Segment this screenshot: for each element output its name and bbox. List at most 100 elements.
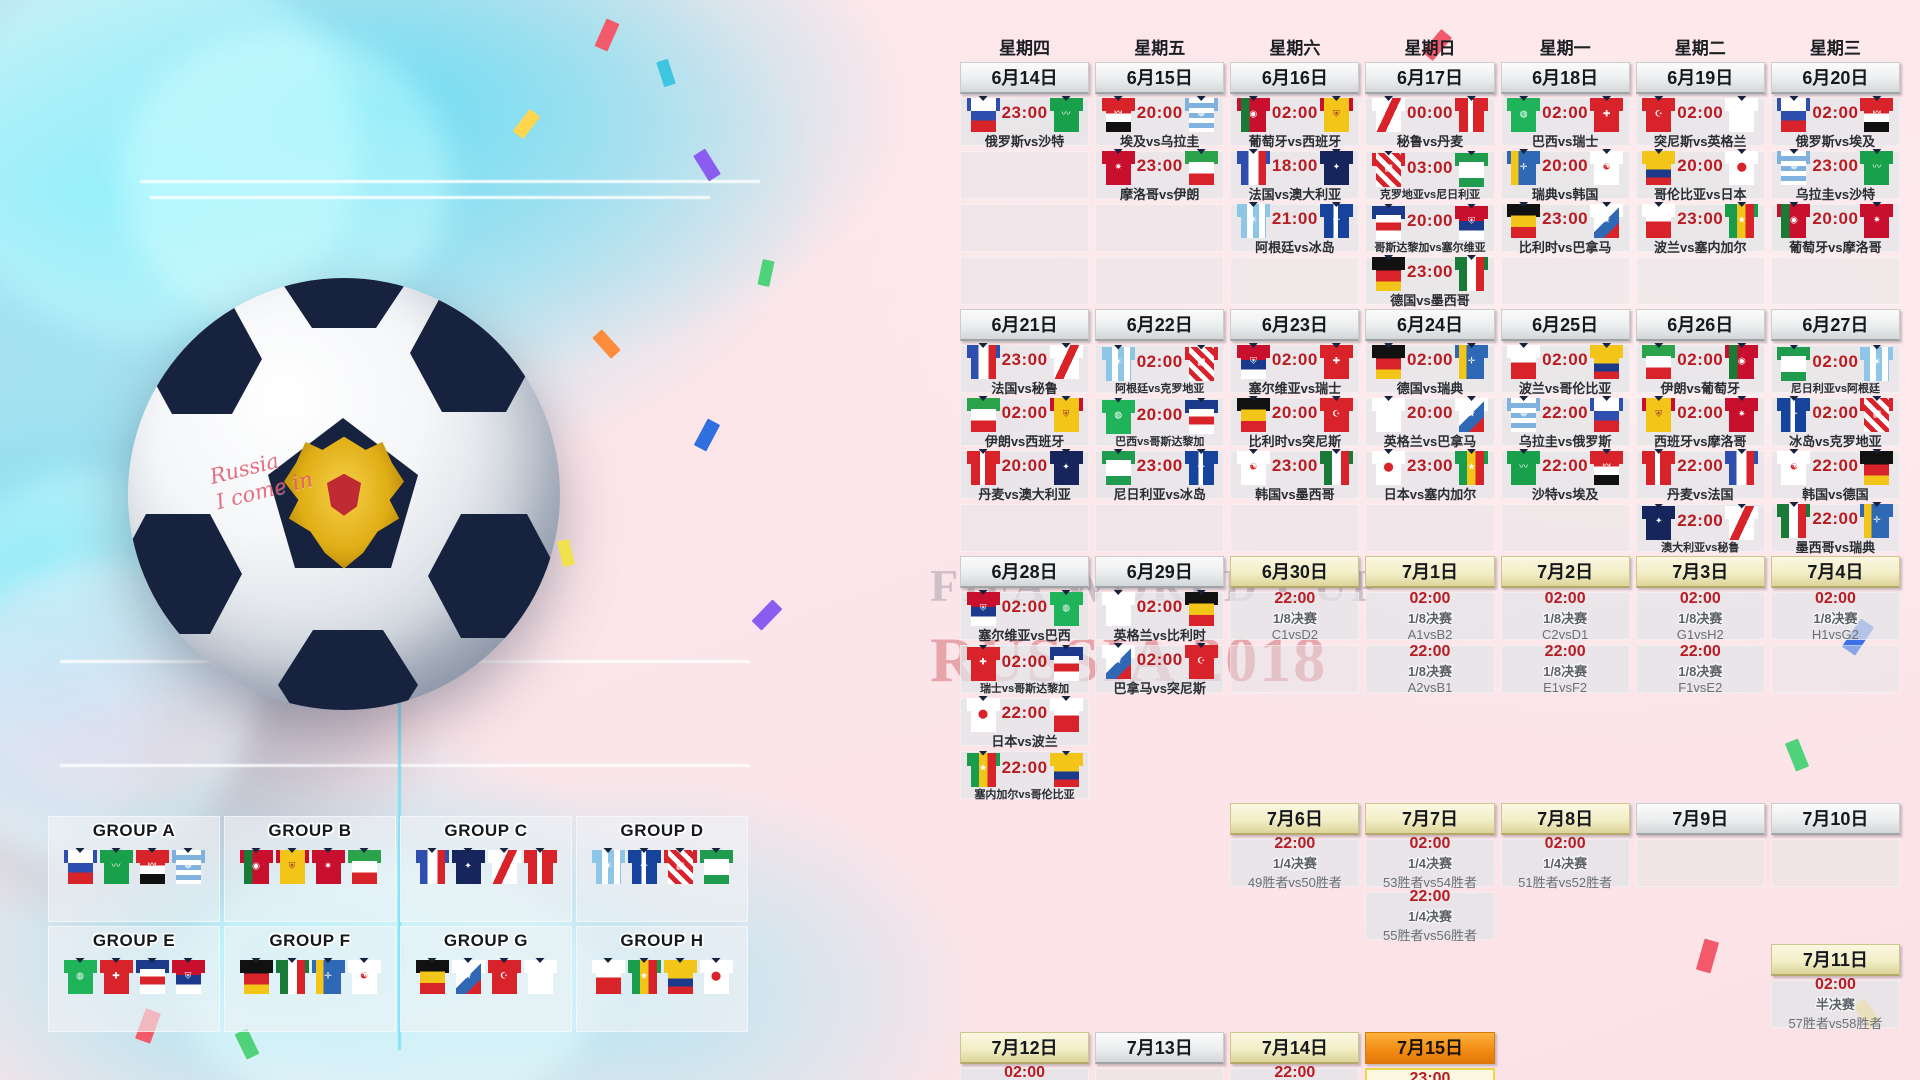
date-plate-7月13日[interactable]: 7月13日 bbox=[1095, 1032, 1225, 1064]
match-cell[interactable]: 02:00 ✛ 德国vs瑞典 bbox=[1365, 343, 1495, 396]
match-cell[interactable]: 23:00 ★ 波兰vs塞内加尔 bbox=[1635, 202, 1765, 255]
match-cell[interactable]: 02:00 波兰vs哥伦比亚 bbox=[1500, 343, 1630, 396]
match-cell[interactable]: ✛ 20:00 ☯ 瑞典vs韩国 bbox=[1500, 149, 1630, 202]
match-cell[interactable]: ❁ 22:00 乌拉圭vs俄罗斯 bbox=[1500, 396, 1630, 449]
knockout-match-cell[interactable]: 22:00 1/4决赛 55胜者vs56胜者 bbox=[1365, 888, 1495, 943]
date-plate-6月21日[interactable]: 6月21日 bbox=[960, 309, 1090, 341]
knockout-match-cell[interactable]: 22:00 1/8决赛 E1vsF2 bbox=[1500, 643, 1630, 695]
match-cell[interactable]: 23:00 ★ 比利时vs巴拿马 bbox=[1500, 202, 1630, 255]
date-plate-6月27日[interactable]: 6月27日 bbox=[1770, 309, 1900, 341]
match-cell[interactable]: 23:00 ✛ 尼日利亚vs冰岛 bbox=[1095, 449, 1225, 502]
match-cell[interactable]: ✷ 23:00 ۞ 摩洛哥vs伊朗 bbox=[1095, 149, 1225, 202]
match-cell[interactable]: ✚ 20:00 ★ 英格兰vs巴拿马 bbox=[1365, 396, 1495, 449]
match-cell[interactable]: 23:00 法国vs秘鲁 bbox=[960, 343, 1090, 396]
match-cell[interactable]: ۞ 02:00 ⛨ 伊朗vs西班牙 bbox=[960, 396, 1090, 449]
date-plate-6月22日[interactable]: 6月22日 bbox=[1095, 309, 1225, 341]
match-cell[interactable]: 00:00 秘鲁vs丹麦 bbox=[1365, 96, 1495, 149]
date-plate-7月12日[interactable]: 7月12日 bbox=[960, 1032, 1090, 1064]
date-plate-6月18日[interactable]: 6月18日 bbox=[1500, 62, 1630, 94]
date-plate-7月8日[interactable]: 7月8日 bbox=[1500, 803, 1630, 835]
date-plate-6月14日[interactable]: 6月14日 bbox=[960, 62, 1090, 94]
match-cell[interactable]: ☪ 02:00 ✚ 突尼斯vs英格兰 bbox=[1635, 96, 1765, 149]
date-plate-6月16日[interactable]: 6月16日 bbox=[1230, 62, 1360, 94]
group-card-group-g[interactable]: GROUP G ★ ☪ ✚ bbox=[400, 926, 572, 1032]
group-card-group-a[interactable]: GROUP A 〰 🜲 ❁ bbox=[48, 816, 220, 922]
match-cell[interactable]: 02:00 🜲 俄罗斯vs埃及 bbox=[1770, 96, 1900, 149]
match-cell[interactable]: ☀ 21:00 ✛ 阿根廷vs冰岛 bbox=[1230, 202, 1360, 255]
date-plate-6月29日[interactable]: 6月29日 bbox=[1095, 556, 1225, 588]
match-cell[interactable]: ❁ 23:00 〰 乌拉圭vs沙特 bbox=[1770, 149, 1900, 202]
match-cell[interactable]: ◉ 02:00 ⛨ 葡萄牙vs西班牙 bbox=[1230, 96, 1360, 149]
date-plate-6月23日[interactable]: 6月23日 bbox=[1230, 309, 1360, 341]
knockout-match-cell[interactable]: 02:00 1/4决赛 53胜者vs54胜者 bbox=[1365, 835, 1495, 890]
match-cell[interactable]: ☯ 22:00 韩国vs德国 bbox=[1770, 449, 1900, 502]
match-cell[interactable]: ◍ 02:00 ✚ 巴西vs瑞士 bbox=[1500, 96, 1630, 149]
match-cell[interactable]: ✚ 02:00 英格兰vs比利时 bbox=[1095, 590, 1225, 643]
match-cell[interactable]: 🜲 20:00 ❁ 埃及vs乌拉圭 bbox=[1095, 96, 1225, 149]
match-cell[interactable]: ☀ 02:00 ▩ 阿根廷vs克罗地亚 bbox=[1095, 344, 1225, 395]
match-cell[interactable]: 20:00 ☪ 比利时vs突尼斯 bbox=[1230, 396, 1360, 449]
date-plate-6月26日[interactable]: 6月26日 bbox=[1635, 309, 1765, 341]
match-cell[interactable]: ❖ 22:00 ✛ 墨西哥vs瑞典 bbox=[1770, 502, 1900, 555]
group-card-group-b[interactable]: GROUP B ◉ ⛨ ✷ ۞ bbox=[224, 816, 396, 922]
knockout-match-cell[interactable]: 02:00 半决赛 57胜者vs58胜者 bbox=[1770, 976, 1900, 1031]
match-cell[interactable]: ⬤ 22:00 日本vs波兰 bbox=[960, 696, 1090, 749]
group-card-group-c[interactable]: GROUP C ✦ bbox=[400, 816, 572, 922]
match-cell[interactable]: 〰 22:00 🜲 沙特vs埃及 bbox=[1500, 449, 1630, 502]
date-plate-6月24日[interactable]: 6月24日 bbox=[1365, 309, 1495, 341]
knockout-match-cell[interactable]: 02:00 半决赛 59胜者vs60胜者 bbox=[960, 1064, 1090, 1080]
final-match-cell[interactable]: 23:00 决 赛 bbox=[1365, 1068, 1495, 1080]
date-plate-6月28日[interactable]: 6月28日 bbox=[960, 556, 1090, 588]
knockout-match-cell[interactable]: 02:00 1/8决赛 C2vsD1 bbox=[1500, 590, 1630, 642]
date-plate-7月15日[interactable]: 7月15日 bbox=[1365, 1032, 1495, 1064]
match-cell[interactable]: ◍ 20:00 巴西vs哥斯达黎加 bbox=[1095, 397, 1225, 448]
date-plate-7月2日[interactable]: 7月2日 bbox=[1500, 556, 1630, 588]
knockout-match-cell[interactable]: 22:00 1/8决赛 C1vsD2 bbox=[1230, 590, 1360, 642]
match-cell[interactable]: ◉ 20:00 ✷ 葡萄牙vs摩洛哥 bbox=[1770, 202, 1900, 255]
match-cell[interactable]: ✛ 02:00 ▩ 冰岛vs克罗地亚 bbox=[1770, 396, 1900, 449]
match-cell[interactable]: 22:00 丹麦vs法国 bbox=[1635, 449, 1765, 502]
match-cell[interactable]: ✚ 02:00 瑞士vs哥斯达黎加 bbox=[960, 644, 1090, 695]
match-cell[interactable]: 18:00 ✦ 法国vs澳大利亚 bbox=[1230, 149, 1360, 202]
match-cell[interactable]: 20:00 ✦ 丹麦vs澳大利亚 bbox=[960, 449, 1090, 502]
match-cell[interactable]: ★ 22:00 塞内加尔vs哥伦比亚 bbox=[960, 750, 1090, 801]
date-plate-7月11日[interactable]: 7月11日 bbox=[1770, 944, 1900, 976]
date-plate-7月4日[interactable]: 7月4日 bbox=[1770, 556, 1900, 588]
match-cell[interactable]: 23:00 〰 俄罗斯vs沙特 bbox=[960, 96, 1090, 149]
knockout-match-cell[interactable]: 02:00 1/4决赛 51胜者vs52胜者 bbox=[1500, 835, 1630, 890]
match-cell[interactable]: ☯ 23:00 ❖ 韩国vs墨西哥 bbox=[1230, 449, 1360, 502]
date-plate-7月3日[interactable]: 7月3日 bbox=[1635, 556, 1765, 588]
knockout-match-cell[interactable]: 22:00 三四名决赛 61负者vs62负者 bbox=[1230, 1064, 1360, 1080]
date-plate-6月20日[interactable]: 6月20日 bbox=[1770, 62, 1900, 94]
match-cell[interactable]: ⛨ 02:00 ✚ 塞尔维亚vs瑞士 bbox=[1230, 343, 1360, 396]
date-plate-6月30日[interactable]: 6月30日 bbox=[1230, 556, 1360, 588]
group-card-group-d[interactable]: GROUP D ☀ ✛ ▩ bbox=[576, 816, 748, 922]
date-plate-7月9日[interactable]: 7月9日 bbox=[1635, 803, 1765, 835]
date-plate-7月1日[interactable]: 7月1日 bbox=[1365, 556, 1495, 588]
knockout-match-cell[interactable]: 22:00 1/8决赛 A2vsB1 bbox=[1365, 643, 1495, 695]
knockout-match-cell[interactable]: 22:00 1/4决赛 49胜者vs50胜者 bbox=[1230, 835, 1360, 890]
date-plate-7月10日[interactable]: 7月10日 bbox=[1770, 803, 1900, 835]
date-plate-6月25日[interactable]: 6月25日 bbox=[1500, 309, 1630, 341]
match-cell[interactable]: ⛨ 02:00 ✷ 西班牙vs摩洛哥 bbox=[1635, 396, 1765, 449]
group-card-group-e[interactable]: GROUP E ◍ ✚ ⛨ bbox=[48, 926, 220, 1032]
date-plate-6月19日[interactable]: 6月19日 bbox=[1635, 62, 1765, 94]
group-card-group-f[interactable]: GROUP F ❖ ✛ ☯ bbox=[224, 926, 396, 1032]
group-card-group-h[interactable]: GROUP H ★ ⬤ bbox=[576, 926, 748, 1032]
date-plate-6月17日[interactable]: 6月17日 bbox=[1365, 62, 1495, 94]
match-cell[interactable]: ★ 02:00 ☪ 巴拿马vs突尼斯 bbox=[1095, 643, 1225, 696]
match-cell[interactable]: ✦ 22:00 澳大利亚vs秘鲁 bbox=[1635, 503, 1765, 554]
knockout-match-cell[interactable]: 02:00 1/8决赛 A1vsB2 bbox=[1365, 590, 1495, 642]
match-cell[interactable]: 02:00 ☀ 尼日利亚vs阿根廷 bbox=[1770, 344, 1900, 395]
knockout-match-cell[interactable]: 02:00 1/8决赛 H1vsG2 bbox=[1770, 590, 1900, 642]
match-cell[interactable]: ▩ 03:00 克罗地亚vs尼日利亚 bbox=[1365, 150, 1495, 201]
date-plate-7月7日[interactable]: 7月7日 bbox=[1365, 803, 1495, 835]
knockout-match-cell[interactable]: 02:00 1/8决赛 G1vsH2 bbox=[1635, 590, 1765, 642]
match-cell[interactable]: 20:00 ⬤ 哥伦比亚vs日本 bbox=[1635, 149, 1765, 202]
match-cell[interactable]: ⛨ 02:00 ◍ 塞尔维亚vs巴西 bbox=[960, 590, 1090, 643]
knockout-match-cell[interactable]: 22:00 1/8决赛 F1vsE2 bbox=[1635, 643, 1765, 695]
match-cell[interactable]: 23:00 ❖ 德国vs墨西哥 bbox=[1365, 255, 1495, 308]
date-plate-6月15日[interactable]: 6月15日 bbox=[1095, 62, 1225, 94]
match-cell[interactable]: ۞ 02:00 ◉ 伊朗vs葡萄牙 bbox=[1635, 343, 1765, 396]
date-plate-7月14日[interactable]: 7月14日 bbox=[1230, 1032, 1360, 1064]
